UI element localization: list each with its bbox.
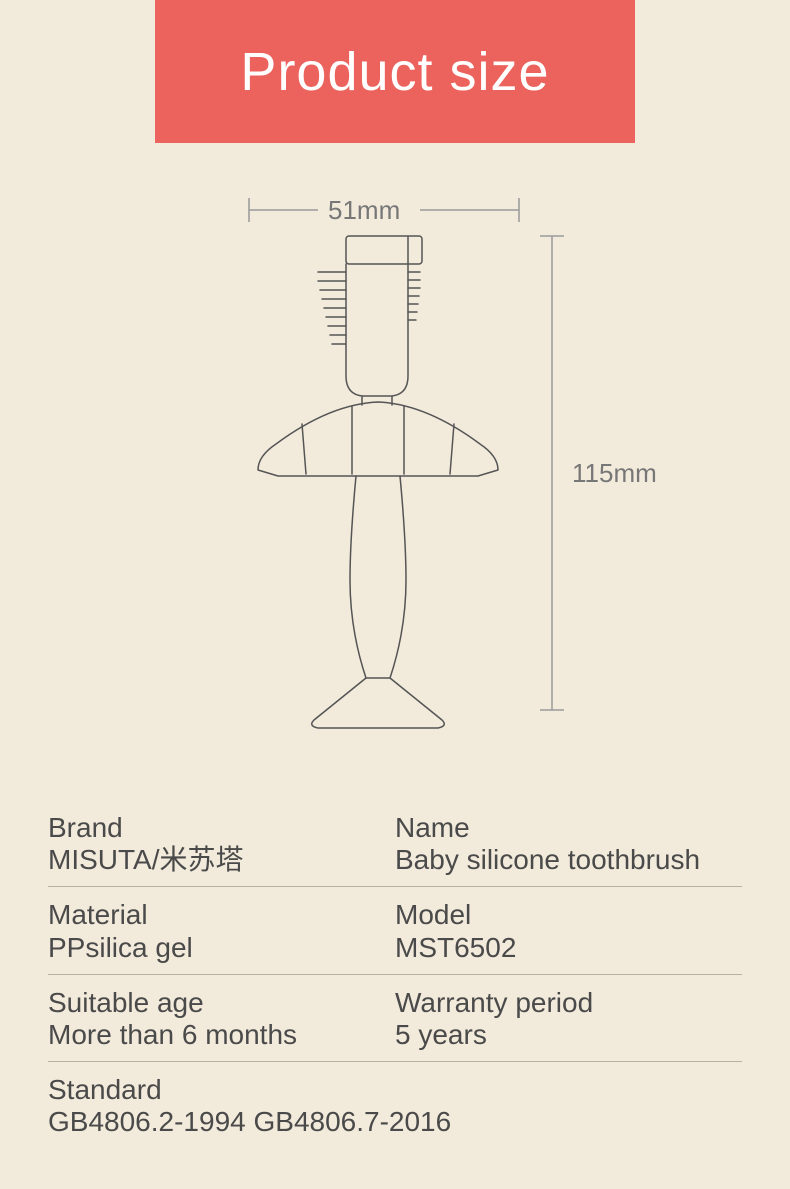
spec-row: Suitable age More than 6 months Warranty…	[48, 975, 742, 1062]
spec-label: Brand	[48, 812, 395, 844]
header-band: Product size	[155, 0, 635, 143]
spec-value: 5 years	[395, 1019, 742, 1051]
spec-value: PPsilica gel	[48, 932, 395, 964]
spec-cell-age: Suitable age More than 6 months	[48, 987, 395, 1051]
spec-cell-standard: Standard GB4806.2-1994 GB4806.7-2016	[48, 1074, 742, 1138]
spec-row: Material PPsilica gel Model MST6502	[48, 887, 742, 974]
product-diagram: 51mm 115mm	[0, 180, 790, 760]
spec-label: Warranty period	[395, 987, 742, 1019]
spec-value: MST6502	[395, 932, 742, 964]
dimension-diagram-svg	[0, 180, 790, 760]
spec-label: Standard	[48, 1074, 742, 1106]
spec-row: Standard GB4806.2-1994 GB4806.7-2016	[48, 1062, 742, 1148]
spec-label: Suitable age	[48, 987, 395, 1019]
spec-cell-model: Model MST6502	[395, 899, 742, 963]
spec-value: GB4806.2-1994 GB4806.7-2016	[48, 1106, 742, 1138]
width-dimension-label: 51mm	[328, 195, 400, 226]
spec-cell-material: Material PPsilica gel	[48, 899, 395, 963]
spec-cell-name: Name Baby silicone toothbrush	[395, 812, 742, 876]
header-title: Product size	[240, 41, 549, 103]
spec-value: Baby silicone toothbrush	[395, 844, 742, 876]
height-dimension-label: 115mm	[572, 458, 657, 489]
spec-label: Name	[395, 812, 742, 844]
spec-row: Brand MISUTA/米苏塔 Name Baby silicone toot…	[48, 800, 742, 887]
spec-label: Material	[48, 899, 395, 931]
spec-cell-warranty: Warranty period 5 years	[395, 987, 742, 1051]
spec-label: Model	[395, 899, 742, 931]
spec-value: More than 6 months	[48, 1019, 395, 1051]
spec-table: Brand MISUTA/米苏塔 Name Baby silicone toot…	[48, 800, 742, 1149]
spec-cell-brand: Brand MISUTA/米苏塔	[48, 812, 395, 876]
spec-value: MISUTA/米苏塔	[48, 844, 395, 876]
